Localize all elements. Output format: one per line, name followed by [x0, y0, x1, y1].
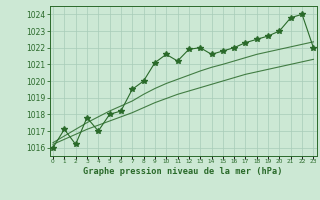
X-axis label: Graphe pression niveau de la mer (hPa): Graphe pression niveau de la mer (hPa) [84, 167, 283, 176]
